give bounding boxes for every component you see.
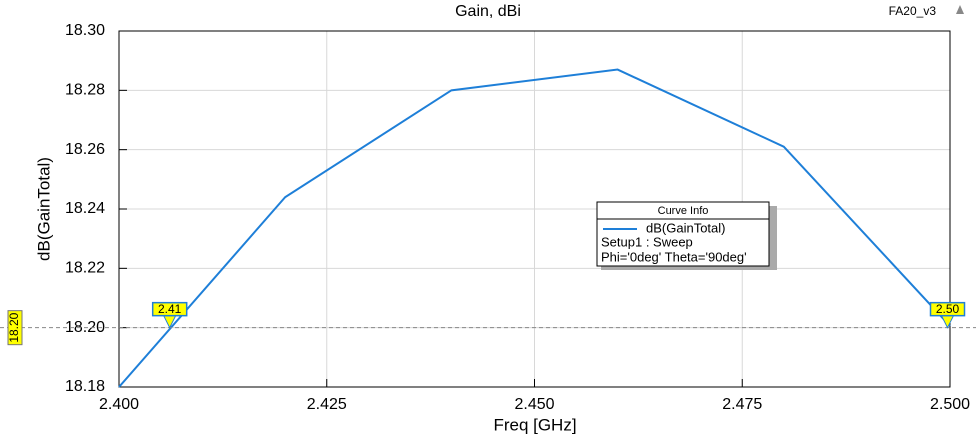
marker [940,315,955,329]
legend-box [596,201,770,267]
marker-label: 2.41 [158,302,182,316]
legend-line: Phi='0deg' Theta='90deg' [601,249,747,264]
marker-label: 2.50 [936,302,960,316]
x-tick-label: 2.425 [307,396,347,413]
y-tick-label: 18.22 [65,260,105,277]
x-tick-label: 2.400 [99,396,139,413]
marker-label-box [929,301,966,317]
y-tick-label: 18.30 [65,22,105,39]
design-name: FA20_v3 [889,4,937,18]
x-tick-label: 2.500 [930,396,970,413]
x-tick-label: 2.450 [514,396,554,413]
menu-icon[interactable] [956,5,964,14]
chart-title: Gain, dBi [455,3,521,20]
plot-frame [118,30,951,388]
reference-label-box [7,310,23,346]
legend-label: dB(GainTotal) [646,220,725,235]
y-tick-label: 18.28 [65,82,105,99]
series-line [118,68,951,388]
y-tick-label: 18.24 [65,200,105,217]
x-axis-label: Freq [GHz] [493,415,576,434]
marker [162,315,177,329]
y-tick-label: 18.26 [65,141,105,158]
legend-line: Setup1 : Sweep [601,234,693,249]
x-tick-label: 2.475 [722,396,762,413]
legend: Curve Info dB(GainTotal)Setup1 : SweepPhi… [596,201,777,270]
reference-label: 18.20 [7,312,21,342]
marker-label-box [151,301,188,317]
y-tick-label: 18.18 [65,378,105,395]
y-axis-label: dB(GainTotal) [34,157,53,261]
legend-title: Curve Info [658,205,709,217]
